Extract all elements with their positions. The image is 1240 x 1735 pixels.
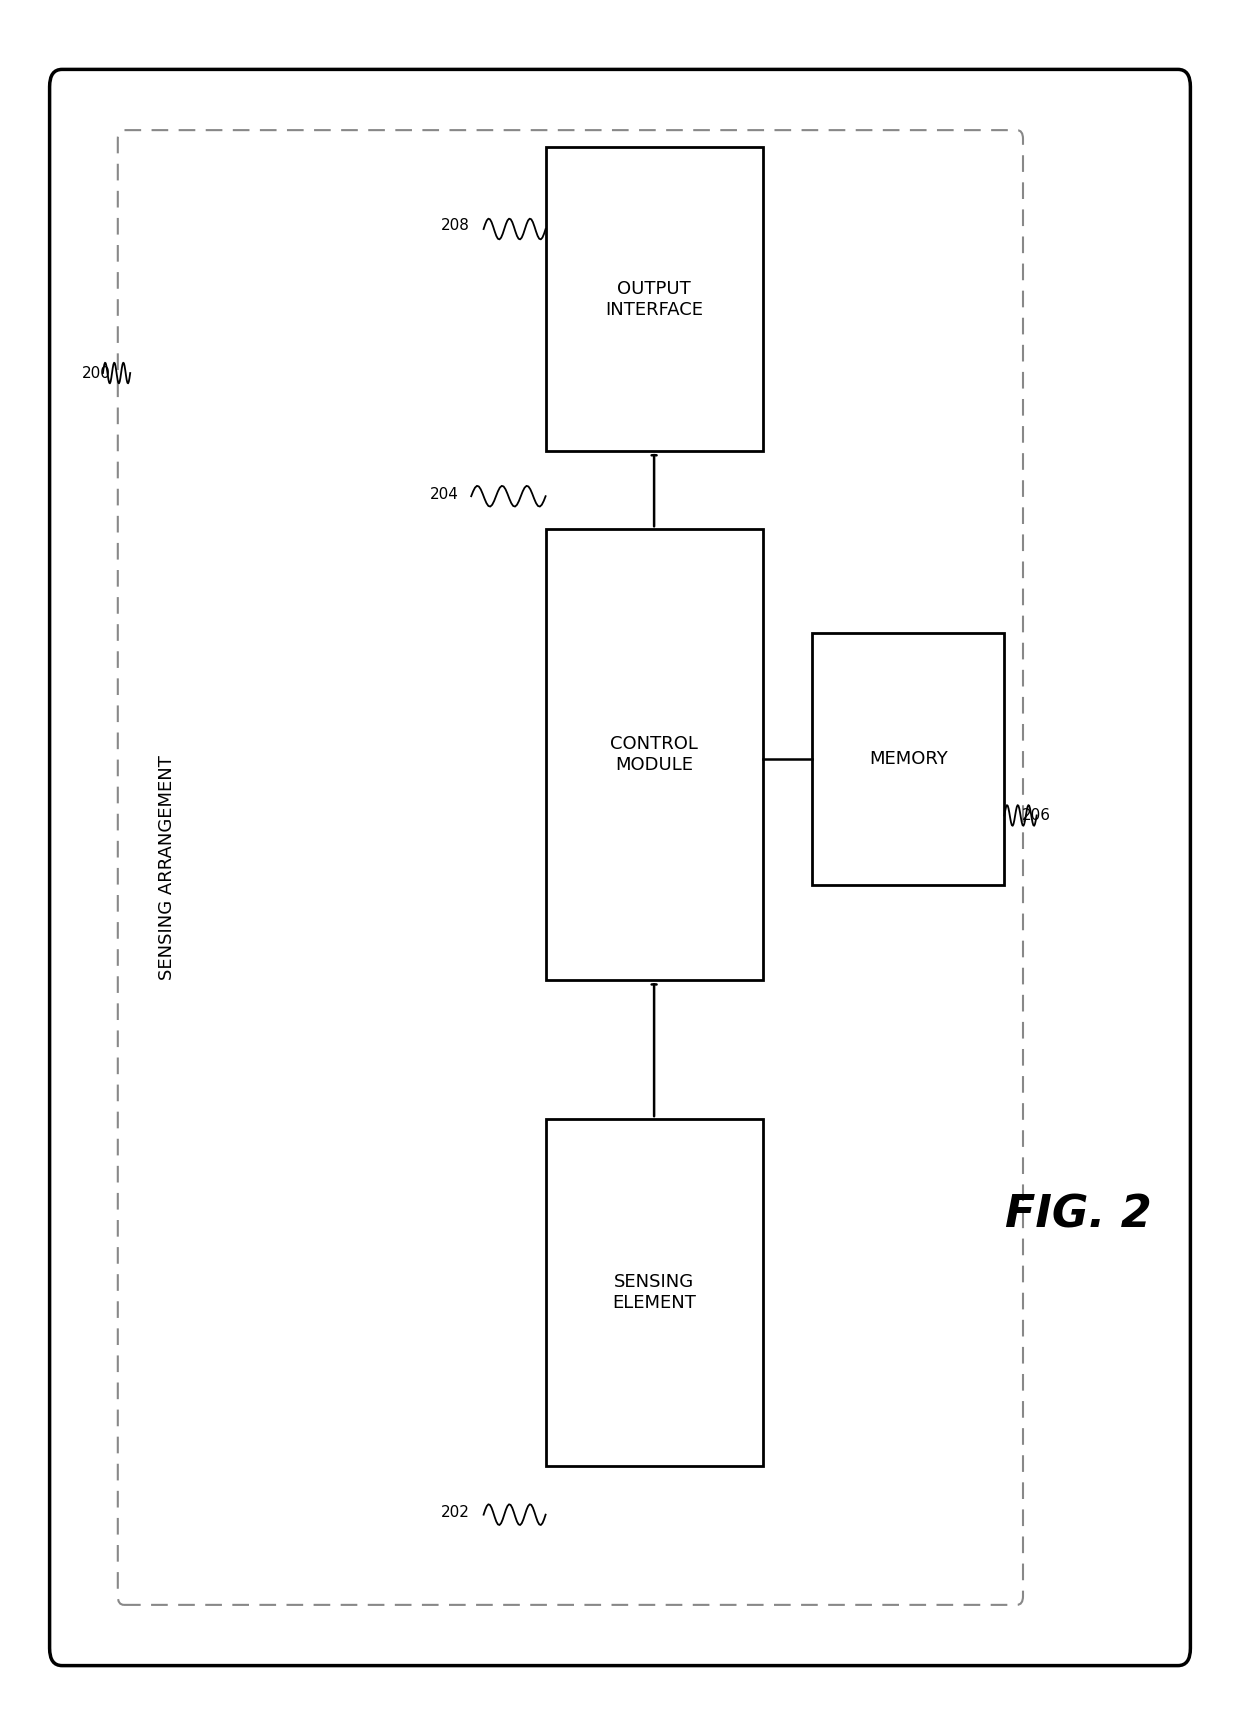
Text: FIG. 2: FIG. 2 [1006,1194,1152,1235]
Text: 208: 208 [440,219,470,232]
Text: 204: 204 [429,488,459,501]
Text: 202: 202 [440,1506,470,1520]
Bar [546,147,763,451]
Text: MEMORY: MEMORY [869,750,947,769]
Text: CONTROL
MODULE: CONTROL MODULE [610,736,698,774]
Bar [546,1119,763,1466]
Text: 206: 206 [1022,809,1052,822]
Bar [812,633,1004,885]
FancyBboxPatch shape [50,69,1190,1666]
Text: SENSING ARRANGEMENT: SENSING ARRANGEMENT [159,755,176,980]
Text: SENSING
ELEMENT: SENSING ELEMENT [613,1273,696,1312]
Bar [546,529,763,980]
Text: 200: 200 [82,366,112,380]
Text: OUTPUT
INTERFACE: OUTPUT INTERFACE [605,279,703,319]
